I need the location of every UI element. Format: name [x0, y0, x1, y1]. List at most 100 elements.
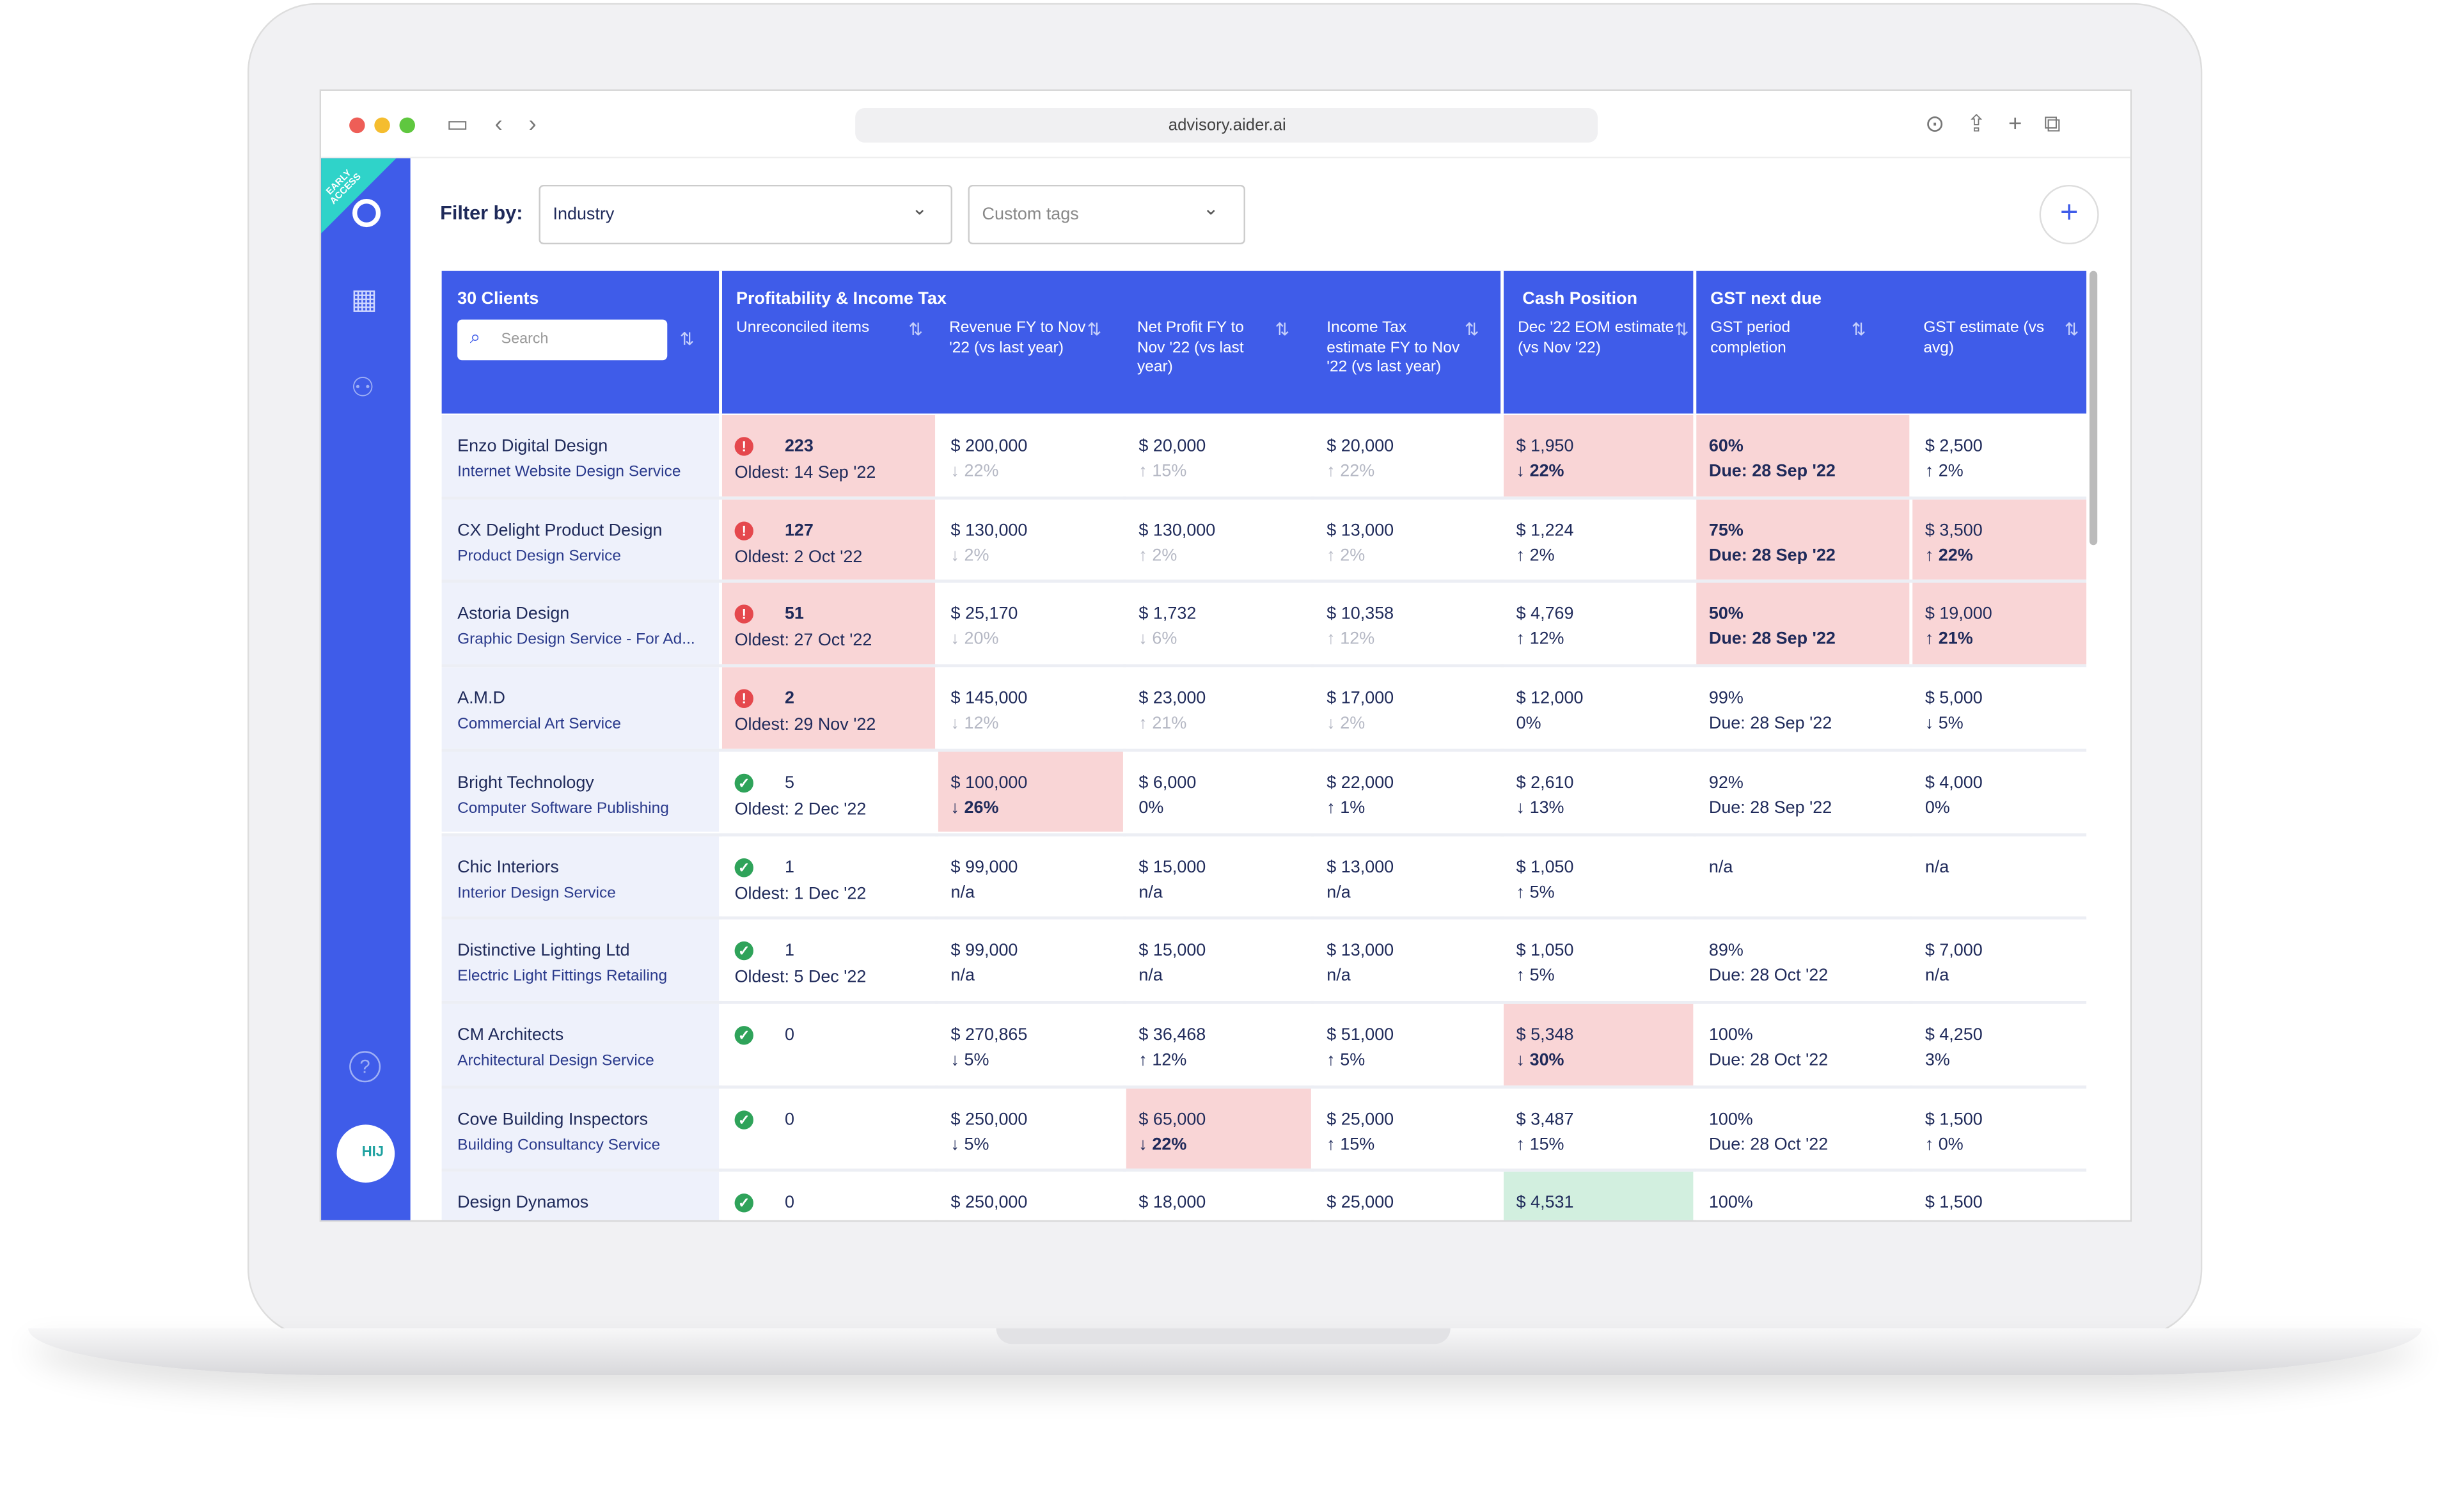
- client-name[interactable]: Chic Interiors: [457, 857, 559, 877]
- cell: [1504, 1004, 1694, 1085]
- amount: $ 1,224: [1516, 521, 1574, 540]
- cell: [938, 835, 1123, 917]
- help-icon[interactable]: ?: [349, 1051, 381, 1083]
- cell: [1314, 835, 1501, 917]
- change: ↓ 13%: [1516, 798, 1564, 817]
- logo: [352, 199, 381, 228]
- cell: [1912, 920, 2087, 1001]
- change: Due: 28 Sep '22: [1708, 798, 1832, 817]
- oldest-date: Oldest: 27 Oct '22: [734, 631, 872, 651]
- unreconciled-count: 5: [784, 773, 794, 792]
- header-divider: [1693, 271, 1697, 414]
- amount: $ 200,000: [950, 437, 1028, 456]
- amount: $ 51,000: [1326, 1025, 1394, 1045]
- client-name[interactable]: Cove Building Inspectors: [457, 1110, 649, 1129]
- client-name[interactable]: A.M.D: [457, 689, 505, 709]
- client-service: Internet Website Design Service: [457, 463, 681, 481]
- change: Due: 28 Oct '22: [1708, 1135, 1829, 1154]
- amount: $ 18,000: [1138, 1193, 1206, 1213]
- amount: $ 250,000: [950, 1110, 1028, 1129]
- cell: [1126, 835, 1311, 917]
- change: 0%: [1138, 798, 1164, 817]
- cell: [1504, 920, 1694, 1001]
- client-name[interactable]: CM Architects: [457, 1025, 564, 1045]
- oldest-date: Oldest: 2 Oct '22: [734, 547, 863, 567]
- client-service: Architectural Design Service: [457, 1052, 654, 1070]
- client-name[interactable]: CX Delight Product Design: [457, 521, 663, 540]
- cell: [1314, 583, 1501, 665]
- cell: [1696, 1004, 1910, 1085]
- chevron: ⌄: [1202, 197, 1219, 219]
- change: 0%: [1925, 798, 1950, 817]
- cell: [441, 583, 720, 665]
- tags-select[interactable]: [968, 184, 1245, 245]
- change: n/a: [1925, 966, 1949, 986]
- industry-select[interactable]: [539, 184, 952, 245]
- status-icon: ✓: [734, 773, 753, 792]
- change: ↓ 2%: [950, 546, 989, 565]
- cell: [1912, 1172, 2087, 1220]
- amount: 100%: [1708, 1110, 1753, 1129]
- screen: ▭ ‹ › advisory.aider.ai ⊙⇪+⧉ EARLY ACCES…: [319, 89, 2132, 1222]
- change: ↑ 2%: [1925, 462, 1964, 481]
- toolbar-icons[interactable]: ⊙⇪+⧉: [1925, 111, 2083, 138]
- cell: [721, 920, 936, 1001]
- amount: 99%: [1708, 689, 1744, 709]
- nav-icons[interactable]: ▭ ‹ ›: [446, 111, 537, 138]
- unreconciled-count: 0: [784, 1110, 794, 1129]
- cell: [1504, 1088, 1694, 1169]
- clients-icon[interactable]: ⚇: [350, 372, 375, 403]
- client-name[interactable]: Design Dynamos: [457, 1193, 589, 1213]
- unreconciled-count: 2: [784, 689, 794, 709]
- cell: [1126, 667, 1311, 749]
- search-box[interactable]: [457, 319, 668, 361]
- change: n/a: [1326, 966, 1351, 986]
- amount: $ 20,000: [1138, 437, 1206, 456]
- cell: [1696, 414, 1910, 496]
- client-name[interactable]: Enzo Digital Design: [457, 437, 608, 456]
- amount: $ 13,000: [1326, 941, 1394, 961]
- amount: $ 1,050: [1516, 857, 1574, 877]
- change: ↑ 15%: [1138, 462, 1187, 481]
- cell: [1126, 583, 1311, 665]
- client-service: Electric Light Fittings Retailing: [457, 968, 668, 986]
- cell: [1696, 499, 1910, 581]
- amount: 50%: [1708, 605, 1744, 624]
- avatar[interactable]: [336, 1124, 395, 1183]
- client-name[interactable]: Astoria Design: [457, 605, 570, 624]
- cell: [1504, 1172, 1694, 1220]
- cell: [1912, 752, 2087, 833]
- header-bg: [441, 271, 2087, 414]
- amount: n/a: [1708, 857, 1733, 877]
- row-divider: [441, 580, 2087, 583]
- cell: [1504, 499, 1694, 581]
- amount: $ 100,000: [950, 773, 1028, 792]
- change: Due: 28 Sep '22: [1708, 714, 1832, 734]
- status-icon: !: [734, 437, 753, 456]
- change: ↓ 12%: [950, 714, 999, 734]
- amount: $ 25,000: [1326, 1110, 1394, 1129]
- cell: [1696, 667, 1910, 749]
- cell: [1126, 1004, 1311, 1085]
- change: n/a: [1138, 966, 1163, 986]
- address-bar[interactable]: [855, 107, 1598, 143]
- amount: $ 25,000: [1326, 1193, 1394, 1213]
- amount: $ 25,170: [950, 605, 1018, 624]
- cell: [1696, 920, 1910, 1001]
- cell: [1696, 1088, 1910, 1169]
- cell: [1912, 1004, 2087, 1085]
- status-icon: ✓: [734, 857, 753, 877]
- change: ↓ 5%: [950, 1135, 989, 1154]
- cell: [1126, 752, 1311, 833]
- amount: $ 13,000: [1326, 521, 1394, 540]
- change: ↓ 6%: [1138, 630, 1177, 649]
- change: ↑ 21%: [1138, 714, 1187, 734]
- client-name[interactable]: Bright Technology: [457, 773, 594, 792]
- tags-text: Custom tags: [982, 205, 1079, 224]
- cell: [1504, 667, 1694, 749]
- table: 30 Clients Search ⌕ Profitability & Income …: [441, 271, 2087, 1220]
- dashboard-icon[interactable]: ▦: [350, 283, 378, 315]
- client-name[interactable]: Distinctive Lighting Ltd: [457, 941, 630, 961]
- cell: [1314, 920, 1501, 1001]
- add-button[interactable]: +: [2039, 184, 2099, 245]
